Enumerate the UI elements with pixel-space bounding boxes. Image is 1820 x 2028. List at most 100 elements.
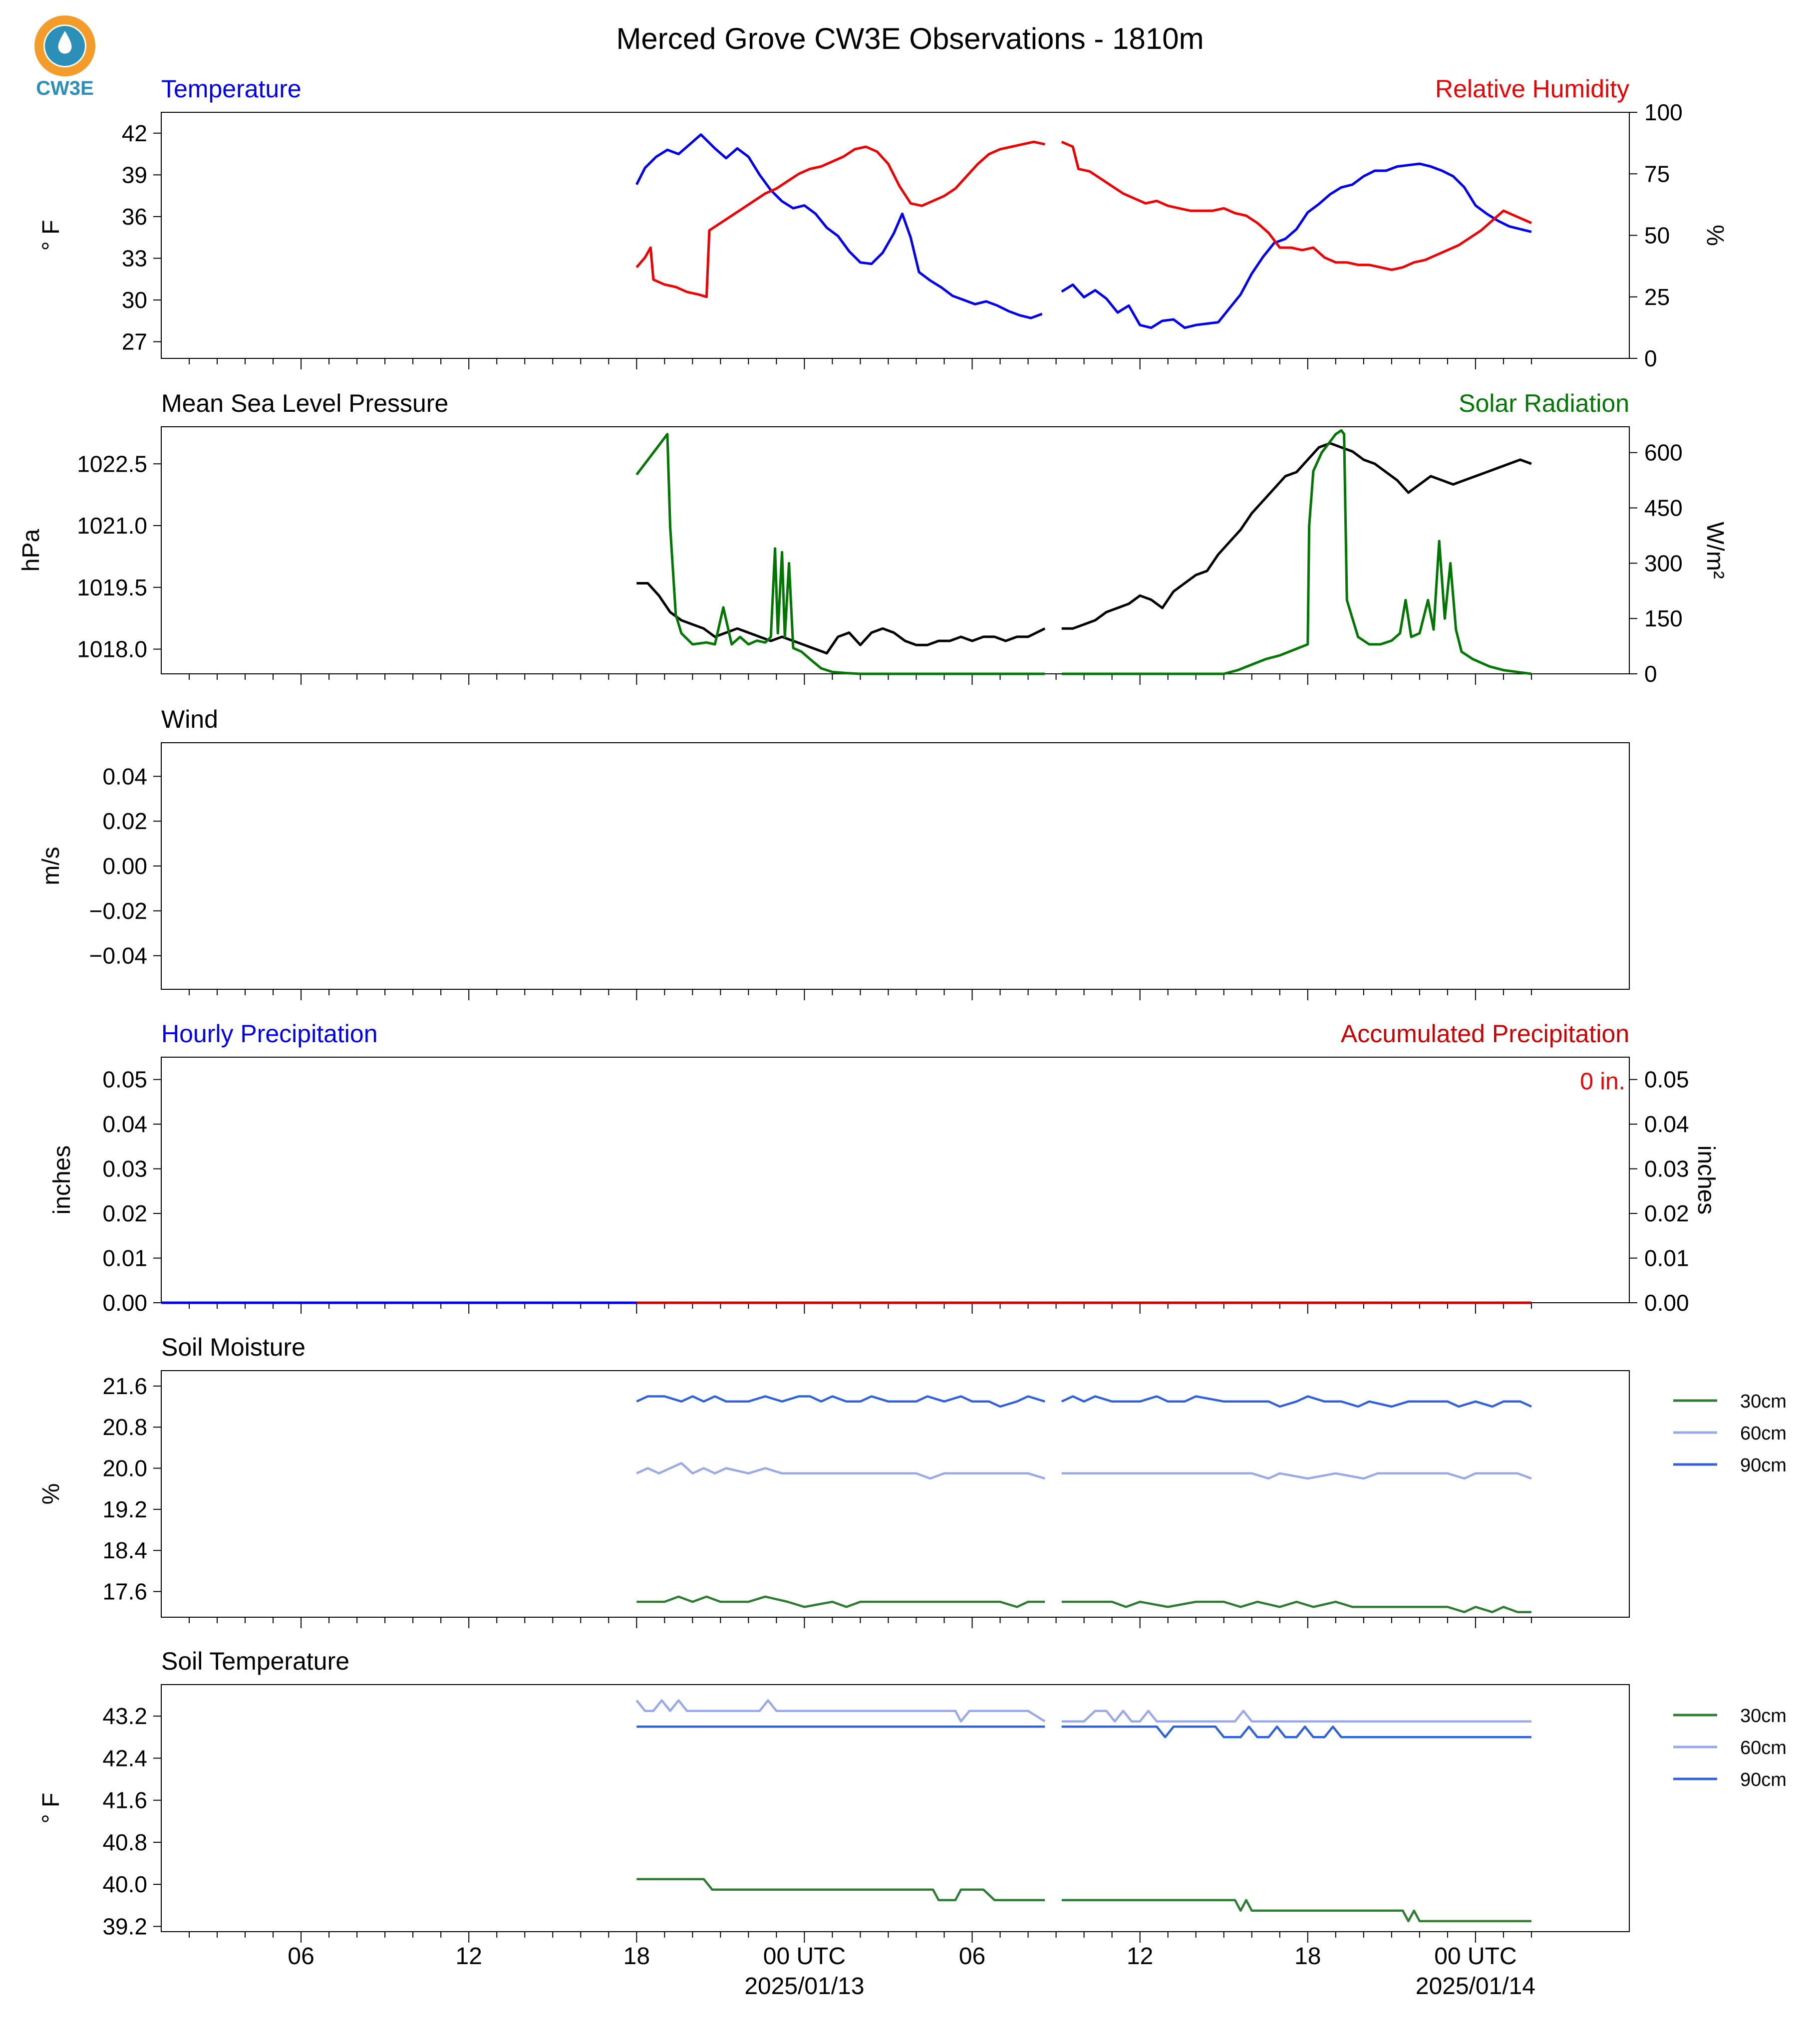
x-tick-label: 00 UTC	[1434, 1943, 1517, 1970]
y-tick-label: 42	[122, 120, 147, 146]
x-date-label: 2025/01/13	[744, 1973, 864, 2000]
panels: 42 39 36 33 30 27 100 75 50 25 0 Temperature Relativ…	[18, 75, 1787, 1943]
y-axis-label: hPa	[18, 529, 44, 572]
legend-label: 60cm	[1740, 1738, 1787, 1758]
y-tick-label: 1021.0	[77, 513, 147, 539]
y-tick-label: 0.02	[102, 1200, 147, 1226]
series-line-rh	[1061, 140, 1532, 271]
y2-tick-label: 450	[1644, 495, 1683, 521]
y-axis-label: inches	[49, 1146, 75, 1215]
y-tick-label: 18.4	[102, 1537, 147, 1563]
y2-tick-label: 150	[1644, 605, 1683, 631]
series-line-solar	[635, 433, 1045, 675]
y-tick-label: 33	[122, 245, 147, 271]
series-line-soil_60	[635, 1699, 1046, 1723]
x-tick-label: 00 UTC	[763, 1943, 846, 1970]
y2-tick-label: 0	[1644, 661, 1657, 687]
y2-tick-label: 0.00	[1644, 1290, 1689, 1316]
time-axis-labels: 06 12 18 00 UTC 2025/01/13 06 12 18 00 UTC 2025/0…	[288, 1943, 1535, 2000]
y2-tick-label: 25	[1644, 284, 1670, 310]
x-tick-label: 18	[1294, 1943, 1321, 1970]
y-tick-label: 43.2	[102, 1703, 147, 1729]
panel-soil_moisture: 21.6 20.8 20.0 19.2 18.4 17.6 Soil Moisture% 30…	[38, 1333, 1787, 1628]
y2-tick-label: 75	[1644, 161, 1670, 187]
y-tick-label: 0.05	[102, 1067, 147, 1093]
y-tick-label: 0.04	[102, 1111, 147, 1137]
panel-wind: 0.04 0.02 0.00 −0.02 −0.04 Wind m/s	[38, 705, 1630, 1000]
legend-label: 30cm	[1740, 1706, 1787, 1727]
series-line-soil_60	[1061, 1472, 1532, 1480]
series-line-soil_60	[636, 1462, 1045, 1480]
x-date-label: 2025/01/14	[1416, 1973, 1535, 2000]
y2-tick-label: 0	[1644, 345, 1657, 371]
panel-pressure_solar: 1022.5 1021.0 1019.5 1018.0 600 450 300 150 0 Mea…	[18, 389, 1728, 687]
panel-left-title: Mean Sea Level Pressure	[161, 389, 448, 417]
y-tick-label: 30	[122, 287, 147, 313]
x-tick-label: 06	[288, 1943, 314, 1970]
y-tick-label: 41.6	[102, 1787, 147, 1813]
y-axis-label: ° F	[38, 1793, 64, 1824]
panel-right-title: Relative Humidity	[1435, 75, 1629, 103]
y-tick-label: 21.6	[102, 1373, 147, 1399]
series-line-solar	[1061, 429, 1532, 675]
y-tick-label: 40.0	[102, 1871, 147, 1897]
logo-ring	[34, 15, 95, 76]
y-tick-label: 36	[122, 204, 147, 230]
y2-tick-label: 0.02	[1644, 1200, 1689, 1226]
series-line-temp	[1061, 162, 1532, 329]
y-tick-label: 27	[122, 329, 147, 355]
panel-left-title: Temperature	[161, 75, 302, 103]
y-tick-label: 0.02	[102, 808, 147, 834]
series-line-pressure	[1061, 442, 1532, 630]
x-tick-label: 18	[623, 1943, 650, 1970]
y-tick-label: 0.01	[102, 1245, 147, 1271]
series-line-soil_30	[1061, 1600, 1531, 1613]
y-axis-label: ° F	[38, 220, 64, 251]
y-tick-label: 20.0	[102, 1455, 147, 1481]
y-axis-label: %	[38, 1483, 64, 1505]
plot-frame	[161, 1684, 1630, 1932]
series-line-soil_60	[1061, 1710, 1531, 1723]
series-line-soil_30	[1061, 1899, 1531, 1923]
panel-temp_rh: 42 39 36 33 30 27 100 75 50 25 0 Temperature Relativ…	[38, 75, 1728, 371]
series-line-soil_30	[636, 1878, 1045, 1902]
y2-tick-label: 0.05	[1644, 1067, 1689, 1093]
y-tick-label: 0.00	[102, 853, 147, 879]
y2-tick-label: 0.01	[1644, 1245, 1689, 1271]
y-tick-label: 40.8	[102, 1829, 147, 1855]
panel-precip: 0.05 0.04 0.03 0.02 0.01 0.00 0.05 0.04 0.03 0.02…	[49, 1020, 1719, 1316]
y-tick-label: 0.03	[102, 1156, 147, 1182]
y2-tick-label: 0.04	[1644, 1111, 1689, 1137]
panel-right-title: Accumulated Precipitation	[1341, 1020, 1629, 1048]
panel-left-title: Soil Moisture	[161, 1333, 305, 1361]
series-line-soil_90	[1061, 1726, 1531, 1738]
legend-label: 90cm	[1740, 1769, 1787, 1790]
legend-label: 60cm	[1740, 1423, 1787, 1444]
logo-text: CW3E	[36, 77, 94, 99]
y-tick-label: 20.8	[102, 1414, 147, 1440]
y2-tick-label: 300	[1644, 550, 1683, 576]
x-tick-label: 06	[959, 1943, 985, 1970]
y2-tick-label: 100	[1644, 99, 1683, 125]
y-tick-label: 17.6	[102, 1579, 147, 1605]
y-axis-label: m/s	[38, 847, 64, 885]
y-tick-label: 1019.5	[77, 575, 147, 600]
y2-axis-label: inches	[1693, 1146, 1719, 1215]
legend-label: 30cm	[1740, 1391, 1787, 1412]
panel-left-title: Wind	[161, 705, 218, 733]
y-tick-label: 19.2	[102, 1496, 147, 1522]
water-drop-icon	[58, 31, 72, 54]
series-line-soil_90	[636, 1395, 1045, 1408]
series-line-temp	[635, 133, 1043, 319]
series-line-soil_90	[1061, 1395, 1532, 1408]
y-tick-label: −0.02	[89, 898, 147, 924]
y-tick-label: 1018.0	[77, 636, 147, 662]
y-tick-label: 1022.5	[77, 451, 147, 477]
y2-tick-label: 50	[1644, 223, 1670, 249]
plot-frame	[161, 112, 1630, 359]
y-tick-label: 42.4	[102, 1745, 147, 1771]
y2-tick-label: 0.03	[1644, 1156, 1689, 1182]
x-tick-label: 12	[456, 1943, 482, 1970]
y-tick-label: −0.04	[89, 943, 147, 969]
